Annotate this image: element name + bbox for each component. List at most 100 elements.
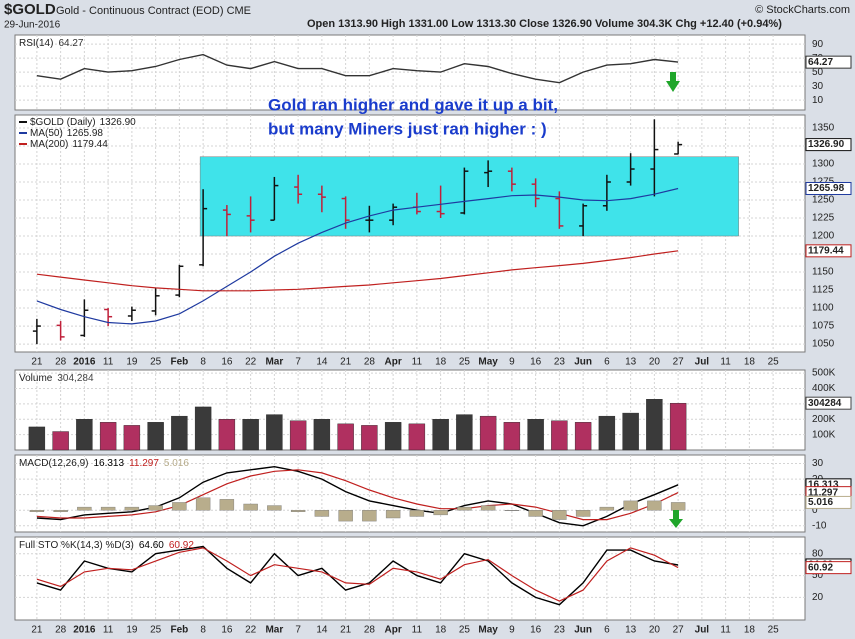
value-tag: 16.313 — [808, 479, 839, 490]
y-tick-label: 10 — [812, 95, 824, 106]
x-tick-label: 6 — [604, 357, 610, 368]
value-tag: 1179.44 — [808, 245, 844, 256]
x-tick-label: 16 — [530, 357, 542, 368]
volume-bar — [313, 419, 331, 451]
x-tick-label: 11 — [720, 625, 731, 636]
y-tick-label: 30 — [812, 458, 824, 469]
volume-bar — [432, 419, 449, 451]
legend-value: 304,284 — [57, 373, 94, 384]
x-tick-label: 2016 — [73, 625, 96, 636]
series-line — [36, 469, 679, 521]
volume-bar — [479, 415, 497, 451]
volume-bar — [242, 419, 259, 451]
x-tick-label: Apr — [385, 625, 402, 636]
x-tick-label: 14 — [316, 357, 328, 368]
x-tick-label: 25 — [459, 625, 471, 636]
histogram-bar — [148, 505, 163, 511]
x-tick-label: 8 — [200, 625, 206, 636]
y-tick-label: 1125 — [812, 285, 834, 296]
x-tick-label: 25 — [459, 357, 471, 368]
series-line — [36, 187, 679, 325]
value-tag-box — [805, 561, 852, 575]
x-tick-label: 14 — [316, 625, 328, 636]
panel — [14, 536, 806, 621]
x-tick-label: Mar — [265, 625, 283, 636]
x-tick-label: Jul — [695, 357, 710, 368]
x-tick-label: 18 — [744, 357, 756, 368]
histogram-bar — [504, 510, 520, 511]
y-tick-label: 0 — [812, 505, 818, 516]
x-tick-label: May — [478, 625, 498, 636]
x-tick-label: 21 — [31, 625, 43, 636]
histogram-bar — [528, 510, 543, 517]
x-tick-label: 23 — [554, 357, 566, 368]
x-tick-label: 18 — [435, 625, 447, 636]
value-tag-box — [805, 181, 852, 195]
legend-value: 1179.44 — [72, 139, 108, 150]
volume-bar — [598, 415, 616, 451]
x-tick-label: 16 — [530, 625, 542, 636]
y-tick-label: 1250 — [812, 195, 835, 206]
x-tick-label: 21 — [340, 625, 352, 636]
histogram-bar — [195, 497, 211, 511]
volume-bar — [384, 422, 402, 451]
x-tick-label: May — [478, 357, 498, 368]
x-tick-label: 7 — [295, 357, 301, 368]
histogram-bar — [647, 500, 662, 511]
x-tick-label: 21 — [31, 357, 43, 368]
x-tick-label: 18 — [435, 357, 447, 368]
value-tag-box — [805, 495, 852, 509]
series-line — [36, 53, 679, 84]
x-tick-label: 2016 — [73, 357, 96, 368]
histogram-bar — [267, 505, 282, 511]
histogram-bar — [480, 505, 496, 511]
histogram-bar — [385, 510, 401, 519]
legend-value: 5.016 — [164, 458, 189, 469]
legend-value: 1265.98 — [67, 128, 104, 139]
y-tick-label: 1050 — [812, 339, 835, 350]
x-tick-label: 25 — [150, 625, 162, 636]
x-tick-label: Apr — [385, 357, 402, 368]
x-tick-label: 20 — [649, 357, 661, 368]
volume-bar — [289, 420, 307, 451]
panel-label: RSI(14) — [19, 38, 53, 49]
histogram-bar — [290, 510, 306, 512]
histogram-bar — [338, 510, 353, 522]
x-tick-label: 13 — [625, 625, 637, 636]
volume-bar — [456, 414, 473, 451]
copyright: © StockCharts.com — [755, 4, 850, 16]
volume-bar — [147, 422, 164, 451]
range-box — [199, 156, 739, 237]
x-tick-label: 28 — [364, 357, 376, 368]
histogram-bar — [77, 506, 92, 511]
histogram-bar — [172, 502, 187, 511]
legend-entry: MA(200) 1179.44 — [30, 139, 108, 150]
value-tag: 5.016 — [808, 497, 833, 508]
series-line — [36, 545, 679, 606]
y-tick-label: 50 — [812, 570, 824, 581]
x-tick-label: 21 — [340, 357, 352, 368]
x-tick-label: 22 — [245, 625, 257, 636]
x-tick-label: 9 — [509, 357, 515, 368]
volume-bar — [266, 414, 283, 451]
volume-bar — [123, 425, 141, 451]
panel-legend: RSI(14) 64.27 — [19, 38, 84, 49]
y-tick-label: -10 — [812, 520, 827, 531]
y-tick-label: 1225 — [812, 213, 835, 224]
volume-bar — [218, 419, 236, 451]
value-tag-box — [805, 396, 852, 410]
annotation: but many Miners just ran higher : ) — [268, 119, 547, 138]
y-tick-label: 1150 — [812, 267, 834, 278]
volume-bar — [337, 423, 354, 451]
volume-bar — [574, 422, 592, 451]
x-tick-label: 28 — [55, 625, 67, 636]
value-tag: 64.27 — [808, 57, 833, 68]
volume-bar — [527, 419, 544, 451]
x-tick-label: 11 — [412, 625, 423, 636]
y-tick-label: 1075 — [812, 321, 835, 332]
histogram-bar — [457, 506, 472, 511]
volume-bar — [28, 426, 46, 451]
histogram-bar — [362, 510, 377, 522]
